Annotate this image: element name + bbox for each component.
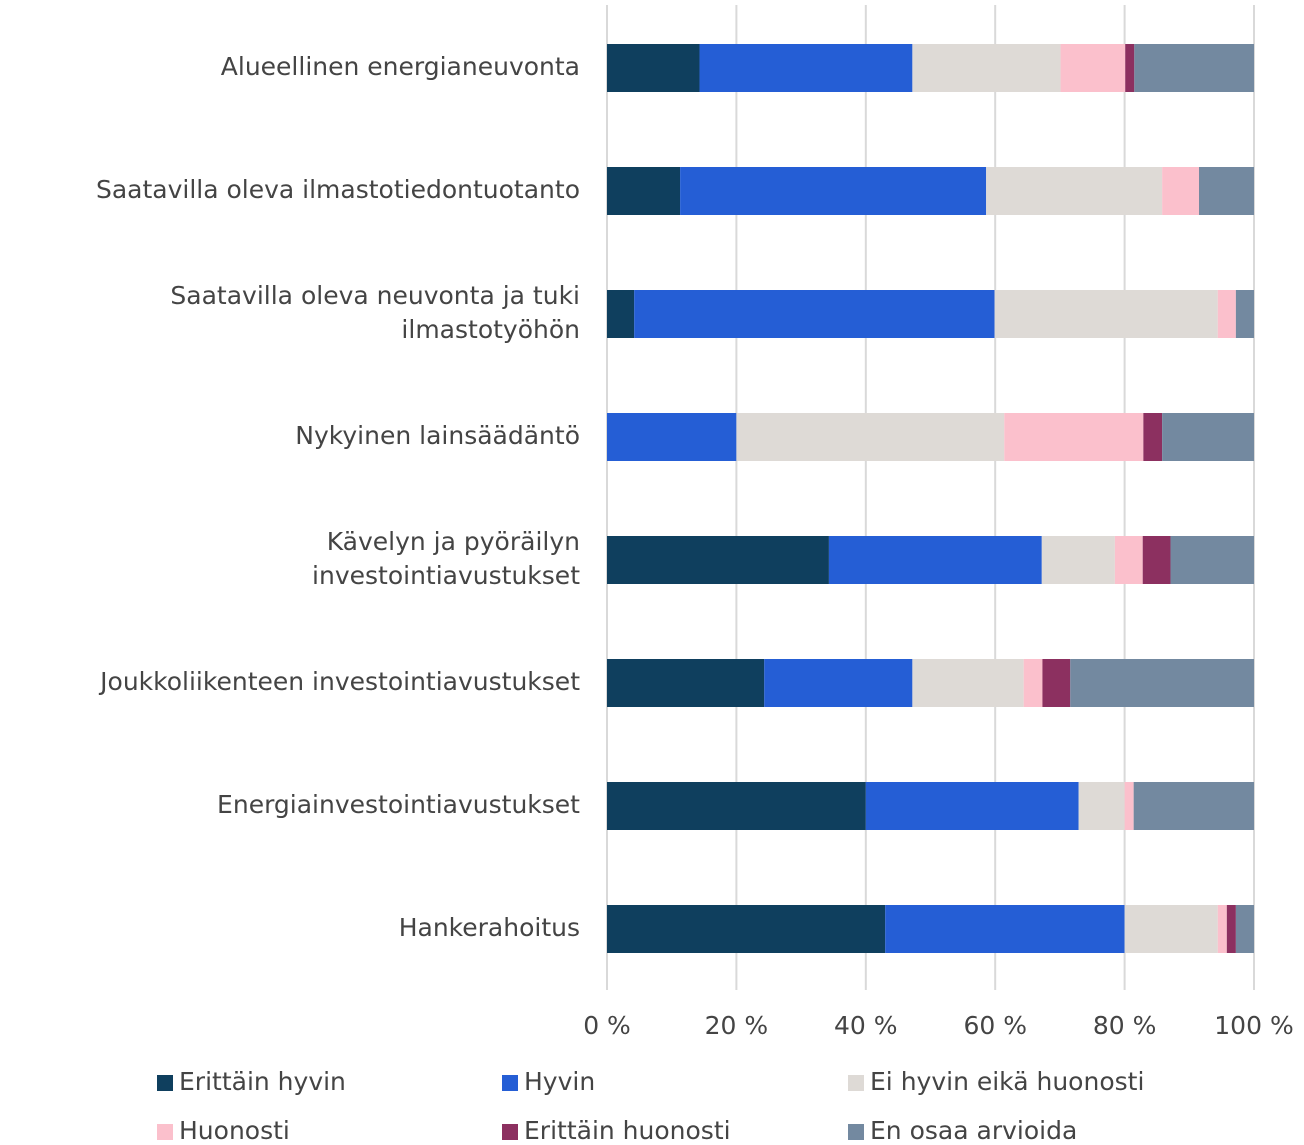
- legend-swatch: [848, 1124, 864, 1140]
- bar-segment: [1199, 167, 1254, 215]
- x-tick-label: 100 %: [1214, 1011, 1293, 1040]
- bar-segment: [1124, 782, 1134, 830]
- bar-segment: [1217, 905, 1227, 953]
- bar-segment: [736, 413, 1005, 461]
- legend-swatch: [157, 1075, 173, 1091]
- bar-segment: [912, 659, 1024, 707]
- category-label: Joukkoliikenteen investointiavustukset: [98, 667, 580, 696]
- bar-segment: [865, 782, 1079, 830]
- bar-segment: [1162, 413, 1254, 461]
- bar-segment: [607, 536, 829, 584]
- legend-label: Ei hyvin eikä huonosti: [870, 1067, 1144, 1096]
- bar-segment: [1143, 413, 1163, 461]
- bar-segment: [885, 905, 1125, 953]
- category-label: Hankerahoitus: [399, 913, 580, 942]
- bar-segment: [986, 167, 1163, 215]
- bar-segment: [912, 44, 1061, 92]
- bar-segment: [1078, 782, 1125, 830]
- bar-segment: [1060, 44, 1126, 92]
- legend-label: Erittäin huonosti: [524, 1116, 731, 1145]
- bar-segment: [607, 782, 866, 830]
- bar-segment: [764, 659, 913, 707]
- category-label: Saatavilla oleva neuvonta ja tuki ilmasto…: [170, 281, 580, 344]
- category-label: Kävelyn ja pyöräilyn investointiavustukse…: [312, 527, 580, 590]
- bar-segment: [1114, 536, 1143, 584]
- bar-segment: [828, 536, 1042, 584]
- x-tick-label: 20 %: [705, 1011, 769, 1040]
- category-label: Energiainvestointiavustukset: [217, 790, 580, 819]
- bar-segment: [1004, 413, 1144, 461]
- bar-segment: [1217, 290, 1236, 338]
- bar-segment: [1124, 905, 1218, 953]
- legend-swatch: [502, 1124, 518, 1140]
- bar-segment: [1162, 167, 1200, 215]
- category-label: Saatavilla oleva ilmastotiedontuotanto: [96, 175, 580, 204]
- bar-segment: [1042, 659, 1071, 707]
- x-tick-label: 60 %: [963, 1011, 1027, 1040]
- bar-segment: [1226, 905, 1236, 953]
- legend-label: Erittäin hyvin: [179, 1067, 346, 1096]
- bar-segment: [1142, 536, 1171, 584]
- legend-label: Hyvin: [524, 1067, 595, 1096]
- legend-swatch: [157, 1124, 173, 1140]
- bar-segment: [1134, 44, 1254, 92]
- bar-segment: [607, 44, 700, 92]
- legend-label: En osaa arvioida: [870, 1116, 1077, 1145]
- bar-segment: [1170, 536, 1254, 584]
- legend-swatch: [848, 1075, 864, 1091]
- bar-segment: [634, 290, 995, 338]
- category-label: Nykyinen lainsäädäntö: [295, 421, 580, 450]
- bar-segment: [699, 44, 913, 92]
- bar-segment: [607, 290, 635, 338]
- bar-segment: [1235, 290, 1254, 338]
- bar-segment: [607, 905, 886, 953]
- bar-segment: [680, 167, 987, 215]
- bar-segment: [1235, 905, 1254, 953]
- x-tick-label: 40 %: [834, 1011, 898, 1040]
- bar-segment: [1023, 659, 1043, 707]
- legend-label: Huonosti: [179, 1116, 290, 1145]
- bar-segment: [1125, 44, 1135, 92]
- bar-segment: [1133, 782, 1254, 830]
- bar-segment: [607, 413, 737, 461]
- bar-segment: [1041, 536, 1115, 584]
- bar-segment: [607, 167, 681, 215]
- x-tick-label: 0 %: [583, 1011, 631, 1040]
- x-tick-label: 80 %: [1093, 1011, 1157, 1040]
- legend-swatch: [502, 1075, 518, 1091]
- bar-segment: [994, 290, 1218, 338]
- category-label: Alueellinen energianeuvonta: [221, 52, 580, 81]
- bar-segment: [1070, 659, 1254, 707]
- bar-segment: [607, 659, 765, 707]
